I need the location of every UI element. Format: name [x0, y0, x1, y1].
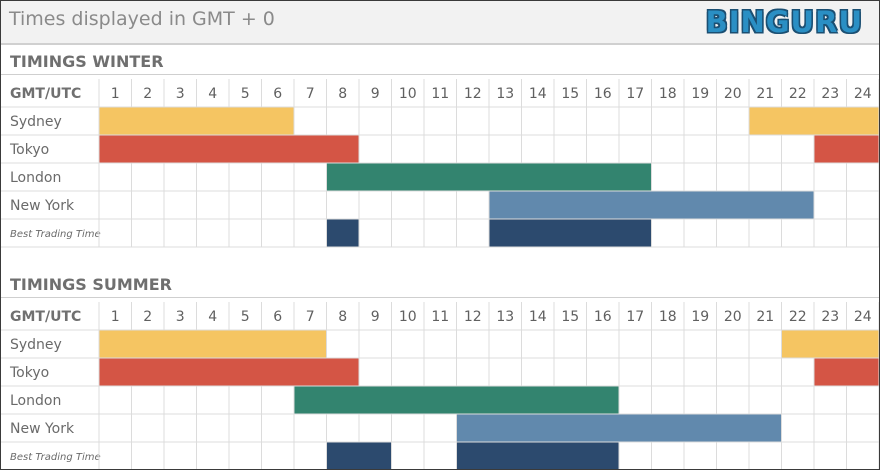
summer-bar-sydney: [782, 330, 879, 358]
winter-hour-label: 8: [338, 86, 347, 102]
summer-hour-label: 11: [431, 309, 449, 325]
winter-hour-label: 14: [529, 86, 547, 102]
summer-hour-label: 21: [756, 309, 774, 325]
winter-hour-label: 17: [626, 86, 644, 102]
summer-hour-label: 18: [659, 309, 677, 325]
summer-bar-best-trading-time: [327, 442, 391, 469]
summer-header-label: GMT/UTC: [10, 309, 81, 325]
summer-row-label-sydney: Sydney: [10, 337, 62, 353]
winter-hour-label: 5: [241, 86, 250, 102]
winter-hour-label: 22: [789, 86, 807, 102]
summer-bar-new-york: [457, 414, 781, 442]
summer-section-title: TIMINGS SUMMER: [10, 275, 172, 294]
summer-divider: [1, 297, 879, 298]
summer-hour-label: 4: [208, 309, 217, 325]
summer-bar-tokyo: [814, 358, 879, 386]
winter-header-label: GMT/UTC: [10, 86, 81, 102]
winter-hour-label: 3: [176, 86, 185, 102]
winter-hour-label: 12: [464, 86, 482, 102]
summer-header-row: [1, 302, 879, 330]
summer-hour-label: 9: [371, 309, 380, 325]
summer-bar-sydney: [99, 330, 326, 358]
summer-hour-label: 23: [821, 309, 839, 325]
summer-hour-label: 7: [306, 309, 315, 325]
summer-row-label-london: London: [10, 393, 61, 409]
summer-hour-label: 3: [176, 309, 185, 325]
winter-hour-label: 18: [659, 86, 677, 102]
summer-hour-label: 15: [561, 309, 579, 325]
winter-row-label-sydney: Sydney: [10, 114, 62, 130]
summer-hour-label: 8: [338, 309, 347, 325]
winter-hour-label: 13: [496, 86, 514, 102]
winter-row-label-london: London: [10, 170, 61, 186]
winter-hour-label: 7: [306, 86, 315, 102]
summer-hour-label: 10: [399, 309, 417, 325]
winter-bar-best-trading-time: [489, 219, 651, 247]
winter-hour-label: 23: [821, 86, 839, 102]
winter-schedule-grid: GMT/UTC 1 2 3 4 5 6 7 8 9 10 11 12 13 14 15 16 17 18 19 20 21…: [1, 79, 879, 248]
winter-divider: [1, 74, 879, 75]
winter-bar-tokyo: [99, 135, 359, 163]
summer-hour-label: 6: [273, 309, 282, 325]
winter-bar-best-trading-time: [327, 219, 359, 247]
summer-row-label-best-trading-time: Best Trading Time: [10, 452, 101, 463]
winter-hour-label: 16: [594, 86, 612, 102]
winter-bar-sydney: [749, 107, 879, 135]
summer-hour-label: 2: [143, 309, 152, 325]
summer-hour-label: 20: [724, 309, 742, 325]
winter-hour-label: 19: [691, 86, 709, 102]
summer-hour-label: 17: [626, 309, 644, 325]
summer-hour-label: 13: [496, 309, 514, 325]
summer-hour-label: 16: [594, 309, 612, 325]
timezone-note: Times displayed in GMT + 0: [9, 8, 275, 30]
winter-hour-label: 4: [208, 86, 217, 102]
summer-bar-best-trading-time: [457, 442, 619, 469]
summer-row-label-tokyo: Tokyo: [9, 365, 49, 381]
summer-bar-tokyo: [99, 358, 359, 386]
summer-bar-london: [294, 386, 619, 414]
top-bar: Times displayed in GMT + 0 BINGURU: [1, 1, 879, 45]
winter-row-label-best-trading-time: Best Trading Time: [10, 229, 101, 240]
winter-hour-label: 6: [273, 86, 282, 102]
winter-section-title: TIMINGS WINTER: [10, 52, 164, 71]
summer-hour-label: 24: [854, 309, 872, 325]
winter-bar-tokyo: [814, 135, 879, 163]
winter-hour-label: 21: [756, 86, 774, 102]
summer-row-label-new-york: New York: [10, 421, 75, 437]
winter-hour-label: 9: [371, 86, 380, 102]
winter-hour-label: 1: [111, 86, 120, 102]
binguru-logo: BINGURU: [705, 5, 863, 39]
winter-row-label-new-york: New York: [10, 198, 75, 214]
winter-hour-label: 10: [399, 86, 417, 102]
winter-hour-label: 20: [724, 86, 742, 102]
summer-hour-label: 19: [691, 309, 709, 325]
winter-hour-label: 2: [143, 86, 152, 102]
winter-bar-new-york: [489, 191, 814, 219]
winter-hour-label: 15: [561, 86, 579, 102]
summer-schedule-grid: GMT/UTC 1 2 3 4 5 6 7 8 9 10 11 12 13 14 15 16 17 18 19 20 21…: [1, 302, 879, 469]
summer-hour-label: 5: [241, 309, 250, 325]
summer-hour-label: 22: [789, 309, 807, 325]
summer-hour-label: 1: [111, 309, 120, 325]
winter-hour-label: 11: [431, 86, 449, 102]
winter-row-label-tokyo: Tokyo: [9, 142, 49, 158]
winter-bar-sydney: [99, 107, 294, 135]
winter-bar-london: [327, 163, 651, 191]
summer-hour-label: 12: [464, 309, 482, 325]
winter-hour-label: 24: [854, 86, 872, 102]
winter-header-row: [1, 79, 879, 107]
summer-hour-label: 14: [529, 309, 547, 325]
